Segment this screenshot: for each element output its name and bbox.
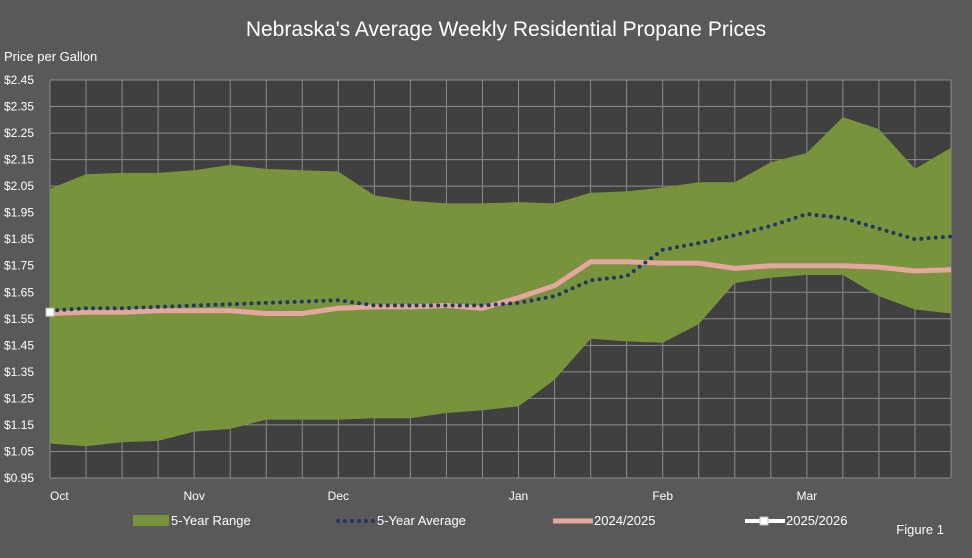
y-tick-label: $1.25 <box>4 391 34 405</box>
legend-label-range: 5-Year Range <box>171 513 251 528</box>
y-tick-label: $0.95 <box>4 471 34 485</box>
y-tick-label: $1.85 <box>4 232 34 246</box>
x-tick-label: Jan <box>509 489 528 503</box>
y-tick-label: $1.35 <box>4 365 34 379</box>
range-area-5-year <box>50 117 951 447</box>
x-tick-label: Nov <box>183 489 204 503</box>
y-tick-label: $1.75 <box>4 259 34 273</box>
y-tick-label: $1.05 <box>4 444 34 458</box>
x-tick-labels: Oct Nov Dec Jan Feb Mar <box>50 489 817 503</box>
y-tick-label: $1.95 <box>4 206 34 220</box>
y-axis-label: Price per Gallon <box>4 49 98 64</box>
legend-swatch-2025-2026 <box>745 516 785 526</box>
y-tick-label: $2.15 <box>4 153 34 167</box>
y-tick-label: $2.35 <box>4 100 34 114</box>
figure-label: Figure 1 <box>896 522 944 537</box>
y-tick-label: $1.55 <box>4 312 34 326</box>
legend-label-2025-2026: 2025/2026 <box>786 513 848 528</box>
y-tick-label: $1.65 <box>4 285 34 299</box>
legend-swatch-range <box>133 515 169 526</box>
x-tick-label: Mar <box>797 489 818 503</box>
x-tick-label: Oct <box>50 489 69 503</box>
chart-title: Nebraska's Average Weekly Residential Pr… <box>245 18 767 41</box>
line-5-year-average <box>48 211 953 313</box>
legend-swatch-2024-2025 <box>553 518 593 524</box>
x-tick-label: Feb <box>652 489 673 503</box>
y-tick-label: $2.45 <box>4 73 34 87</box>
y-tick-labels: $0.95 $1.05 $1.15 $1.25 $1.35 $1.45 $1.55 $1.65… <box>4 73 34 485</box>
line-2024-2025 <box>49 259 952 316</box>
y-tick-label: $1.45 <box>4 338 34 352</box>
y-tick-label: $1.15 <box>4 418 34 432</box>
x-tick-label: Dec <box>328 489 349 503</box>
point-2025-2026-0 <box>45 307 55 317</box>
legend-label-2024-2025: 2024/2025 <box>594 513 656 528</box>
legend-label-average: 5-Year Average <box>377 513 466 528</box>
range-band <box>50 117 951 447</box>
legend: 5-Year Range 5-Year Average 2024/2025 20… <box>0 511 972 531</box>
series-lines <box>45 211 953 317</box>
legend-swatch-average <box>336 519 376 523</box>
y-tick-label: $2.05 <box>4 179 34 193</box>
y-tick-label: $2.25 <box>4 126 34 140</box>
